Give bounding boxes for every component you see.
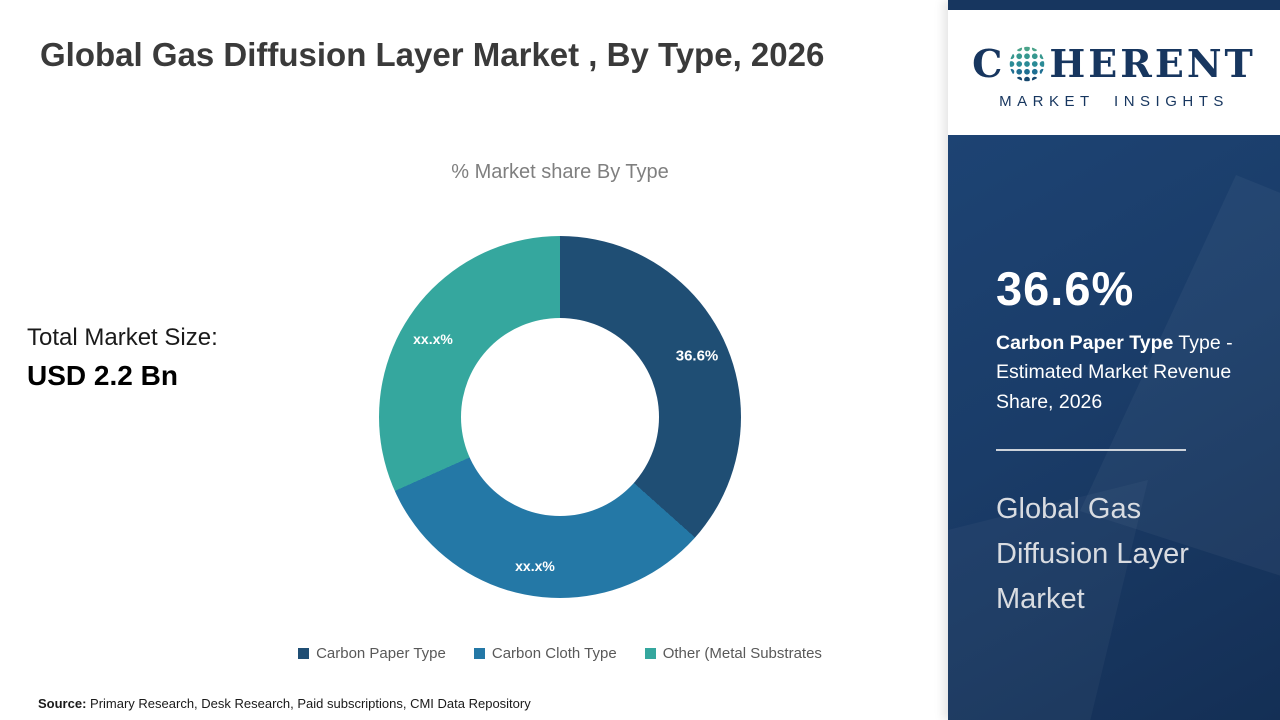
donut-hole [461, 318, 659, 516]
legend-label-other: Other (Metal Substrates [662, 645, 822, 662]
main-chart-area: Global Gas Diffusion Layer Market , By T… [27, 36, 825, 711]
highlight-description: Carbon Paper Type Type - Estimated Marke… [996, 329, 1254, 417]
legend-label-carbon-cloth: Carbon Cloth Type [491, 645, 617, 662]
source-text: Primary Research, Desk Research, Paid su… [86, 696, 531, 711]
legend-item-other: Other (Metal Substrates [644, 645, 822, 662]
legend-item-carbon-cloth: Carbon Cloth Type [473, 645, 617, 662]
total-market-size-value: USD 2.2 Bn [27, 360, 178, 391]
slice-label-other: xx.x% [413, 331, 453, 347]
highlight-description-rest: Type - Estimated Market Revenue Share, 2… [996, 332, 1233, 413]
slice-label-carbon-paper: 36.6% [675, 347, 719, 365]
globe-icon [1010, 46, 1045, 81]
source-label: Source: [38, 696, 87, 711]
source-line: Source: Primary Research, Desk Research,… [38, 696, 531, 711]
legend-label-carbon-paper: Carbon Paper Type [316, 645, 446, 662]
page-title: Global Gas Diffusion Layer Market , By T… [40, 36, 825, 73]
sidebar-divider [996, 448, 1186, 451]
donut-chart: 36.6% xx.x% xx.x% [379, 236, 741, 598]
legend-swatch-other [644, 648, 656, 659]
slice-label-carbon-cloth: xx.x% [515, 558, 555, 574]
sidebar: C [948, 0, 1280, 720]
sidebar-body: 36.6% Carbon Paper Type Type - Estimated… [948, 135, 1280, 720]
chart-legend: Carbon Paper Type Carbon Cloth Type Othe… [160, 645, 960, 662]
highlight-share-value: 36.6% [996, 262, 1135, 315]
total-market-size-label: Total Market Size: [27, 324, 218, 351]
legend-item-carbon-paper: Carbon Paper Type [298, 645, 446, 662]
brand-logo-tagline: MARKET INSIGHTS [999, 93, 1229, 110]
brand-logo-suffix: HERENT [1049, 41, 1256, 86]
brand-logo: C [948, 10, 1280, 135]
legend-swatch-carbon-cloth [473, 648, 485, 659]
total-market-size: Total Market Size: USD 2.2 Bn [27, 324, 218, 392]
legend-swatch-carbon-paper [298, 648, 310, 659]
brand-logo-prefix: C [972, 41, 1006, 86]
brand-logo-wordmark: C [972, 41, 1256, 86]
chart-subtitle: % Market share By Type [451, 161, 669, 183]
report-title: Global Gas Diffusion Layer Market [996, 492, 1189, 615]
highlight-segment-name: Carbon Paper Type [996, 332, 1174, 354]
sidebar-top-stripe [948, 0, 1280, 10]
